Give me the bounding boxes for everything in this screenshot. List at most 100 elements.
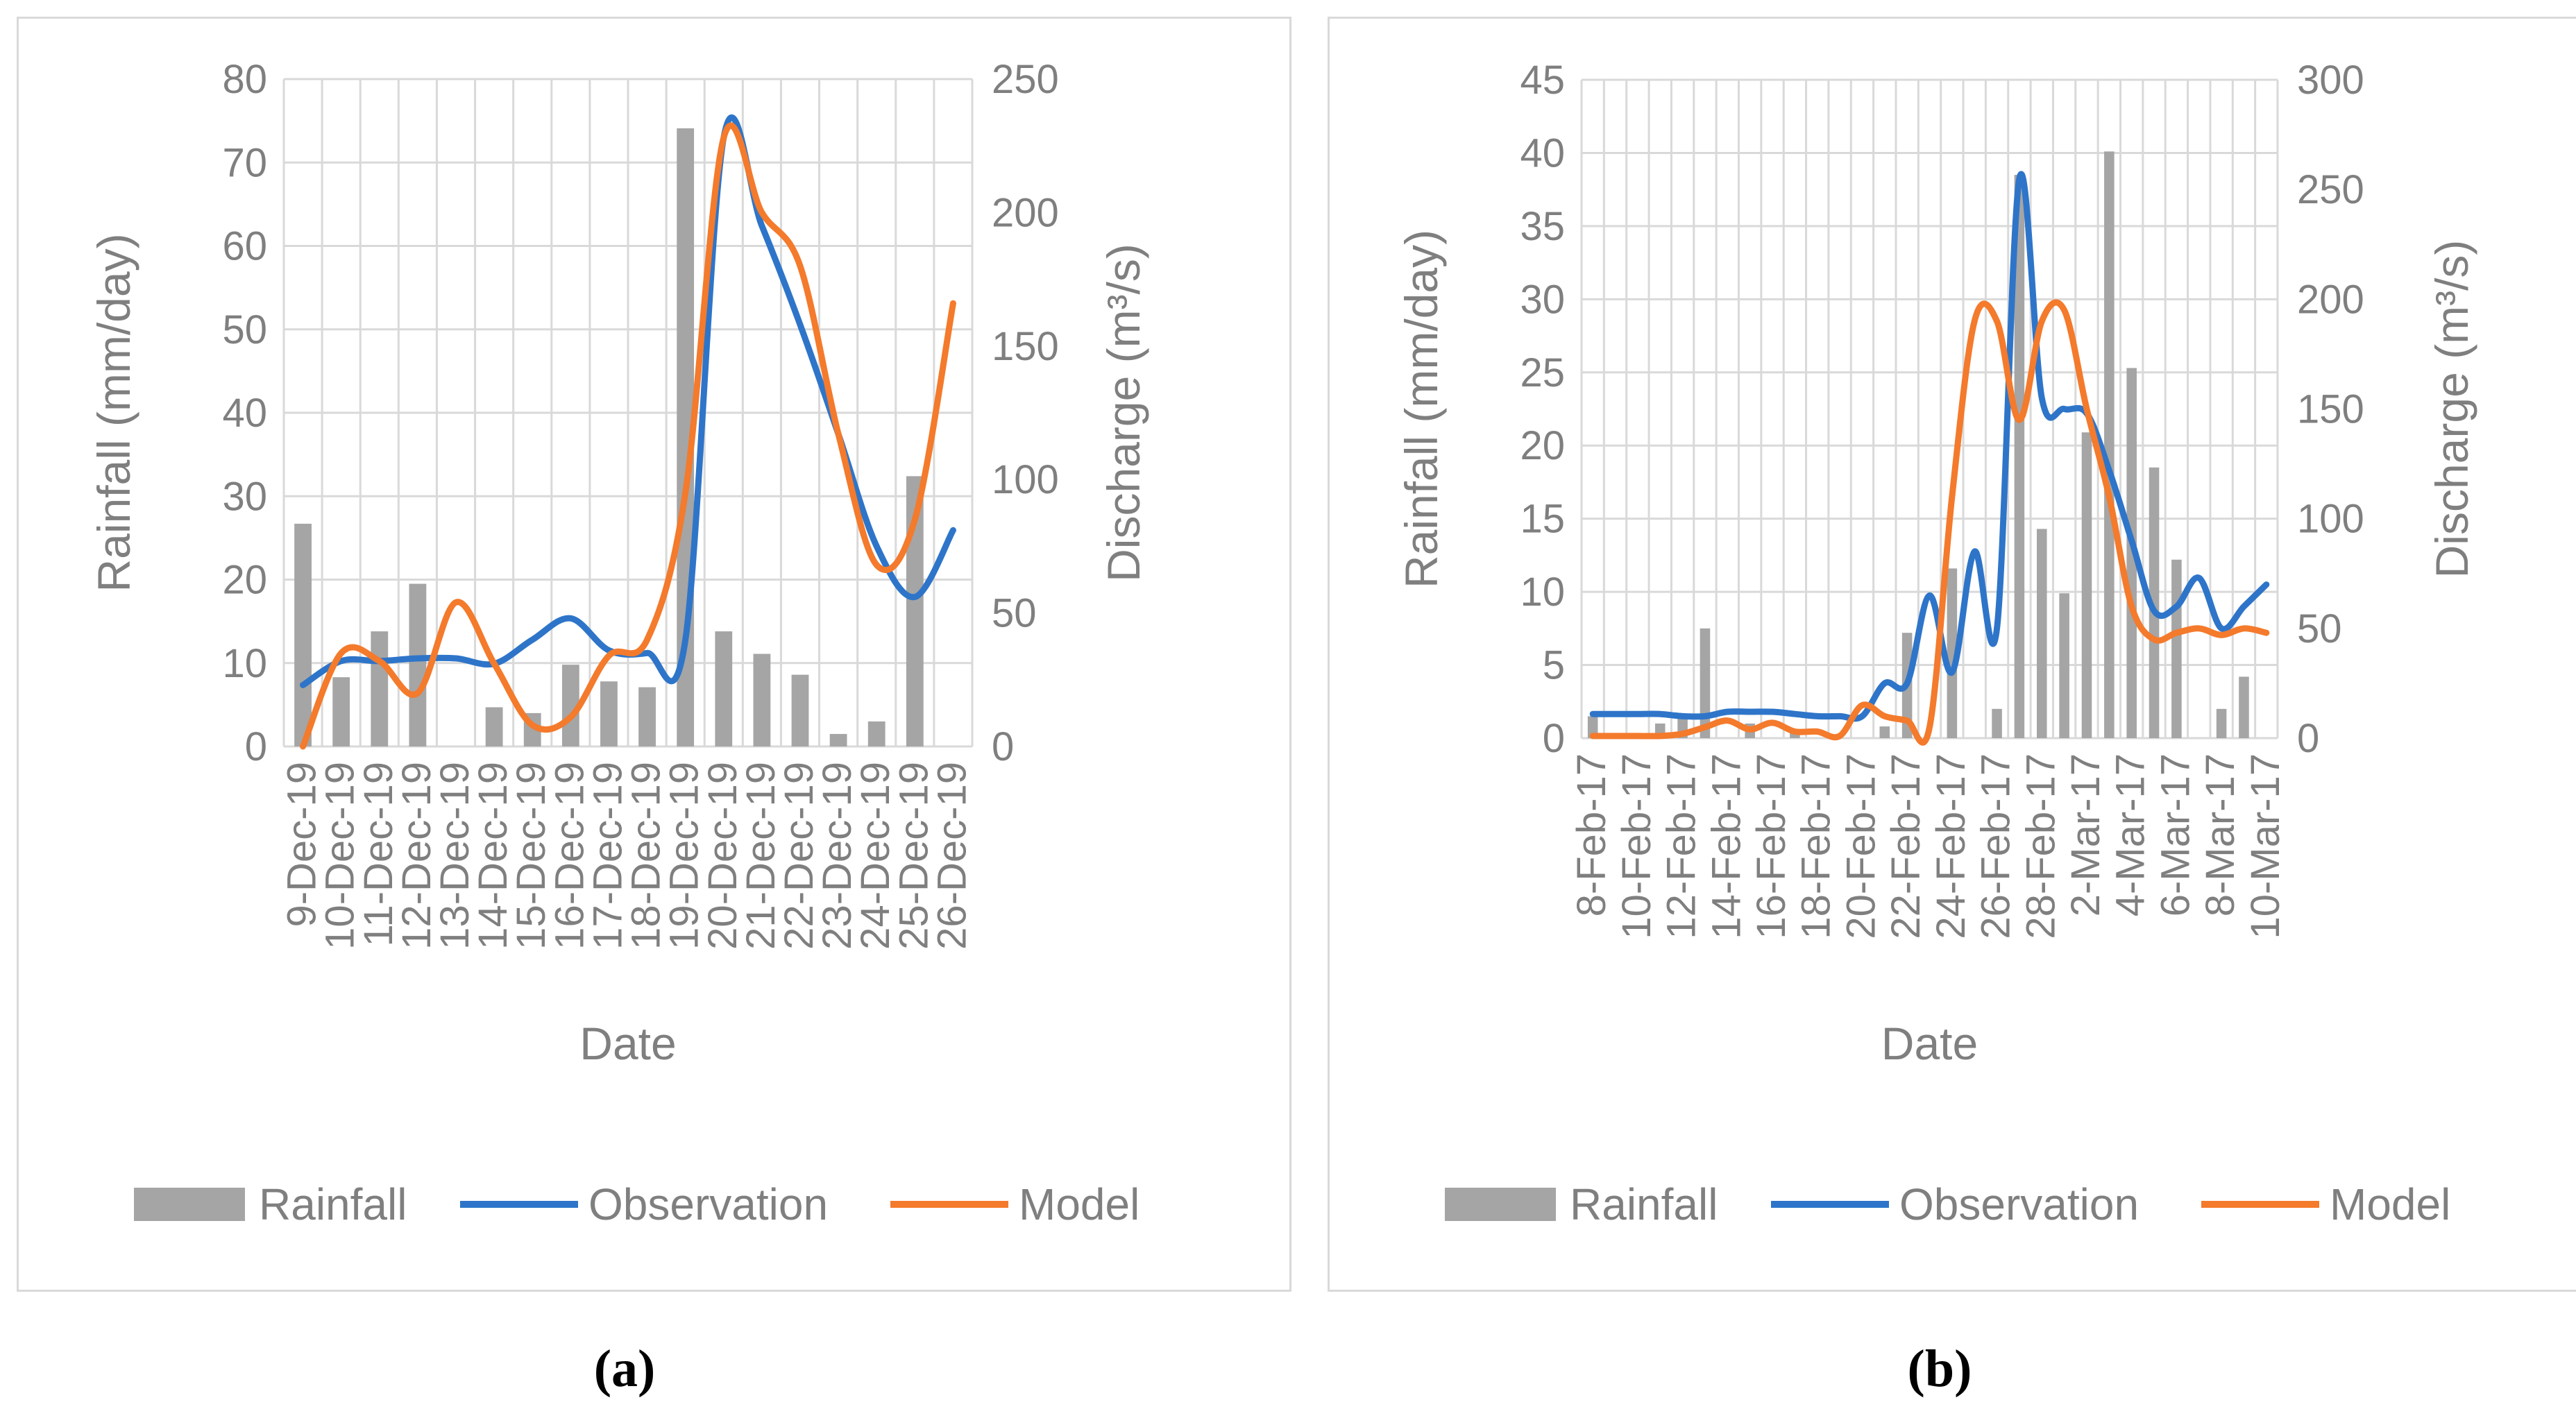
y-left-tick-label: 10 [1520, 570, 1565, 615]
y-left-tick-label: 40 [1520, 130, 1565, 176]
x-tick-label: 4-Mar-17 [2108, 753, 2153, 916]
y-right-axis-title: Discharge (m³/s) [2426, 240, 2477, 579]
y-right-tick-label: 100 [992, 457, 1059, 502]
chart-panel-a: 0 10 20 30 40 50 60 70 80 0 50 100 150 200 250 9-Dec-19… [17, 17, 1291, 1292]
y-right-tick-label: 250 [992, 57, 1059, 102]
legend-label-rainfall: Rainfall [1570, 1179, 1718, 1229]
legend-label-model: Model [2330, 1179, 2450, 1229]
x-tick-label: 22-Feb-17 [1883, 753, 1929, 939]
y-left-tick-label: 20 [1520, 423, 1565, 468]
rainfall-bar [1947, 568, 1958, 738]
x-tick-label: 17-Dec-19 [585, 762, 630, 950]
x-tick-label: 12-Dec-19 [394, 762, 439, 950]
y-left-tick-label: 35 [1520, 204, 1565, 249]
y-right-tick-label: 150 [992, 324, 1059, 369]
rainfall-bar [1879, 726, 1890, 738]
y-left-tick-label: 20 [222, 558, 267, 603]
x-tick-label: 20-Feb-17 [1838, 753, 1883, 939]
legend-label-observation: Observation [588, 1179, 828, 1229]
rainfall-bar [638, 687, 656, 746]
y-right-tick-label: 200 [992, 190, 1059, 235]
x-tick-label: 20-Dec-19 [700, 762, 745, 950]
y-right-tick-label: 0 [2297, 716, 2319, 761]
y-left-tick-label: 0 [245, 724, 267, 769]
x-tick-label: 10-Feb-17 [1614, 753, 1659, 939]
x-tick-label: 23-Dec-19 [815, 762, 860, 950]
x-tick-label: 24-Feb-17 [1929, 753, 1974, 939]
rainfall-bar [2126, 368, 2137, 738]
x-tick-label: 19-Dec-19 [662, 762, 707, 950]
x-tick-label: 8-Mar-17 [2198, 753, 2243, 916]
y-right-tick-label: 50 [992, 591, 1037, 636]
rainfall-bar [2014, 175, 2025, 739]
x-tick-label: 28-Feb-17 [2018, 753, 2063, 939]
x-tick-label: 9-Dec-19 [280, 762, 325, 928]
y-right-tick-label: 50 [2297, 606, 2342, 651]
legend-swatch-rainfall [134, 1188, 245, 1221]
y-left-tick-label: 40 [222, 391, 267, 436]
x-tick-label: 11-Dec-19 [356, 762, 401, 947]
rainfall-bar [485, 707, 503, 746]
rainfall-bar [1992, 708, 2002, 738]
x-tick-label: 2-Mar-17 [2063, 753, 2108, 916]
x-tick-label: 10-Mar-17 [2243, 753, 2288, 939]
rainfall-bar [1700, 628, 1711, 738]
rainfall-bar [2081, 432, 2092, 738]
rainfall-bar [753, 654, 771, 746]
x-tick-label: 14-Dec-19 [471, 762, 516, 950]
x-tick-label: 8-Feb-17 [1569, 753, 1614, 916]
rainfall-bar [332, 677, 350, 746]
y-left-axis-title: Rainfall (mm/day) [1396, 230, 1447, 588]
x-tick-label: 24-Dec-19 [853, 762, 898, 950]
x-tick-label: 21-Dec-19 [738, 762, 783, 950]
x-tick-label: 22-Dec-19 [777, 762, 822, 950]
x-tick-label: 18-Feb-17 [1794, 753, 1839, 939]
y-left-tick-label: 80 [222, 57, 267, 102]
rainfall-bar [409, 583, 427, 746]
rainfall-bar [715, 631, 733, 746]
y-left-tick-label: 25 [1520, 350, 1565, 395]
y-right-tick-label: 250 [2297, 167, 2364, 212]
rainfall-bar [867, 721, 886, 746]
y-left-axis-title: Rainfall (mm/day) [88, 233, 139, 592]
x-tick-label: 15-Dec-19 [509, 762, 554, 950]
rainfall-bar [791, 674, 809, 746]
y-right-tick-label: 0 [992, 724, 1014, 769]
x-tick-label: 16-Feb-17 [1749, 753, 1794, 939]
chart-b: 0 5 10 15 20 25 30 35 40 45 0 50 100 150 200 250 300 8-Fe… [1396, 58, 2477, 1229]
y-left-tick-label: 70 [222, 140, 267, 185]
y-right-tick-label: 200 [2297, 277, 2364, 322]
x-tick-label: 13-Dec-19 [432, 762, 477, 950]
rainfall-bar [294, 523, 312, 746]
rainfall-bar [600, 681, 618, 746]
chart-panel-b: 0 5 10 15 20 25 30 35 40 45 0 50 100 150 200 250 300 8-Fe… [1328, 17, 2576, 1292]
y-right-tick-label: 100 [2297, 497, 2364, 542]
legend-label-observation: Observation [1899, 1179, 2139, 1229]
x-axis-title: Date [1881, 1018, 1978, 1069]
y-left-tick-label: 30 [222, 474, 267, 519]
x-tick-label: 6-Mar-17 [2153, 753, 2198, 916]
x-tick-label: 25-Dec-19 [891, 762, 936, 950]
x-tick-label: 12-Feb-17 [1659, 753, 1704, 939]
y-right-tick-label: 300 [2297, 58, 2364, 103]
y-left-tick-label: 45 [1520, 58, 1565, 103]
y-left-tick-label: 30 [1520, 277, 1565, 322]
caption-a: (a) [593, 1340, 656, 1398]
rainfall-bar [2059, 593, 2069, 738]
x-tick-label: 26-Feb-17 [1974, 753, 2019, 939]
rainfall-bar [2104, 151, 2115, 738]
x-tick-label: 14-Feb-17 [1704, 753, 1749, 939]
y-right-axis-title: Discharge (m³/s) [1098, 244, 1149, 582]
rainfall-bar [2036, 529, 2047, 738]
caption-b: (b) [1907, 1340, 1972, 1398]
y-left-tick-label: 10 [222, 641, 267, 686]
y-left-tick-label: 0 [1543, 716, 1565, 761]
rainfall-bar [829, 733, 847, 746]
rainfall-bar [2171, 559, 2182, 738]
y-right-tick-label: 150 [2297, 387, 2364, 432]
y-left-tick-label: 60 [222, 224, 267, 269]
legend-swatch-rainfall [1445, 1188, 1556, 1221]
legend-label-model: Model [1019, 1179, 1139, 1229]
rainfall-bar [2149, 467, 2160, 738]
chart-a: 0 10 20 30 40 50 60 70 80 0 50 100 150 200 250 9-Dec-19… [88, 57, 1149, 1229]
